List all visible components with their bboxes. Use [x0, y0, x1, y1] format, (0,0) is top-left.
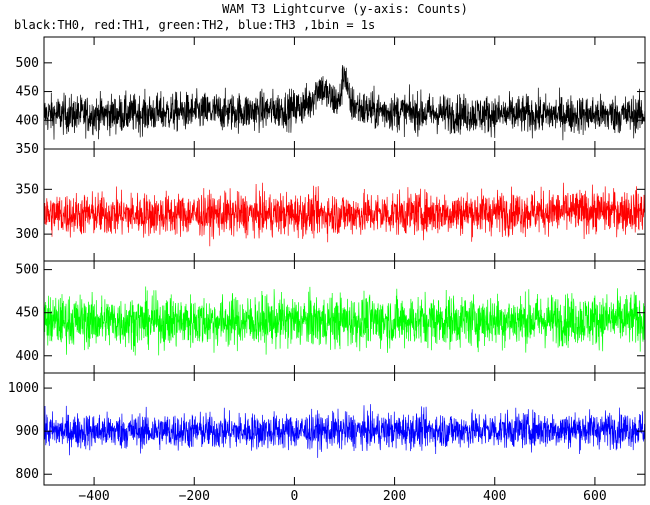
y-tick-label-0-450: 450: [16, 85, 39, 100]
y-tick-label-3-800: 800: [16, 467, 39, 482]
y-tick-label-3-1000: 1000: [8, 381, 39, 396]
panel-3: 800 900 1000: [8, 372, 646, 486]
x-tick-label-400: 400: [483, 489, 506, 504]
y-tick-label-1-350: 350: [16, 182, 39, 197]
y-tick-label-2-500: 500: [16, 263, 39, 278]
y-tick-label-2-450: 450: [16, 306, 39, 321]
series-line-3: [44, 404, 645, 458]
y-tick-label-3-900: 900: [16, 424, 39, 439]
panel-frame-0: [43, 36, 646, 150]
x-tick-label-600: 600: [583, 489, 606, 504]
x-tick-label-0: 0: [291, 489, 299, 504]
x-tick-label--400: −400: [78, 489, 109, 504]
x-axis: −400 −200 0 200 400 600: [78, 489, 606, 504]
chart-subtitle: black:TH0, red:TH1, green:TH2, blue:TH3 …: [14, 18, 375, 32]
y-tick-label-0-350: 350: [16, 142, 39, 157]
x-tick-label-200: 200: [383, 489, 406, 504]
series-line-1: [44, 182, 645, 247]
y-tick-label-0-400: 400: [16, 113, 39, 128]
panel-0: 350 400 450 500: [16, 36, 646, 157]
series-line-0: [44, 65, 645, 141]
chart-title: WAM T3 Lightcurve (y-axis: Counts): [222, 2, 468, 16]
y-tick-label-2-400: 400: [16, 349, 39, 364]
panel-1: 300 350: [16, 148, 646, 262]
panel-2: 400 450 500: [16, 260, 646, 374]
y-tick-label-1-300: 300: [16, 227, 39, 242]
x-tick-label--200: −200: [179, 489, 210, 504]
panel-frame-3: [43, 372, 646, 486]
panels: 350 400 450 500 300 350 400 450 500 800 900 1000: [8, 36, 646, 486]
y-tick-label-0-500: 500: [16, 56, 39, 71]
series-line-2: [44, 286, 645, 356]
